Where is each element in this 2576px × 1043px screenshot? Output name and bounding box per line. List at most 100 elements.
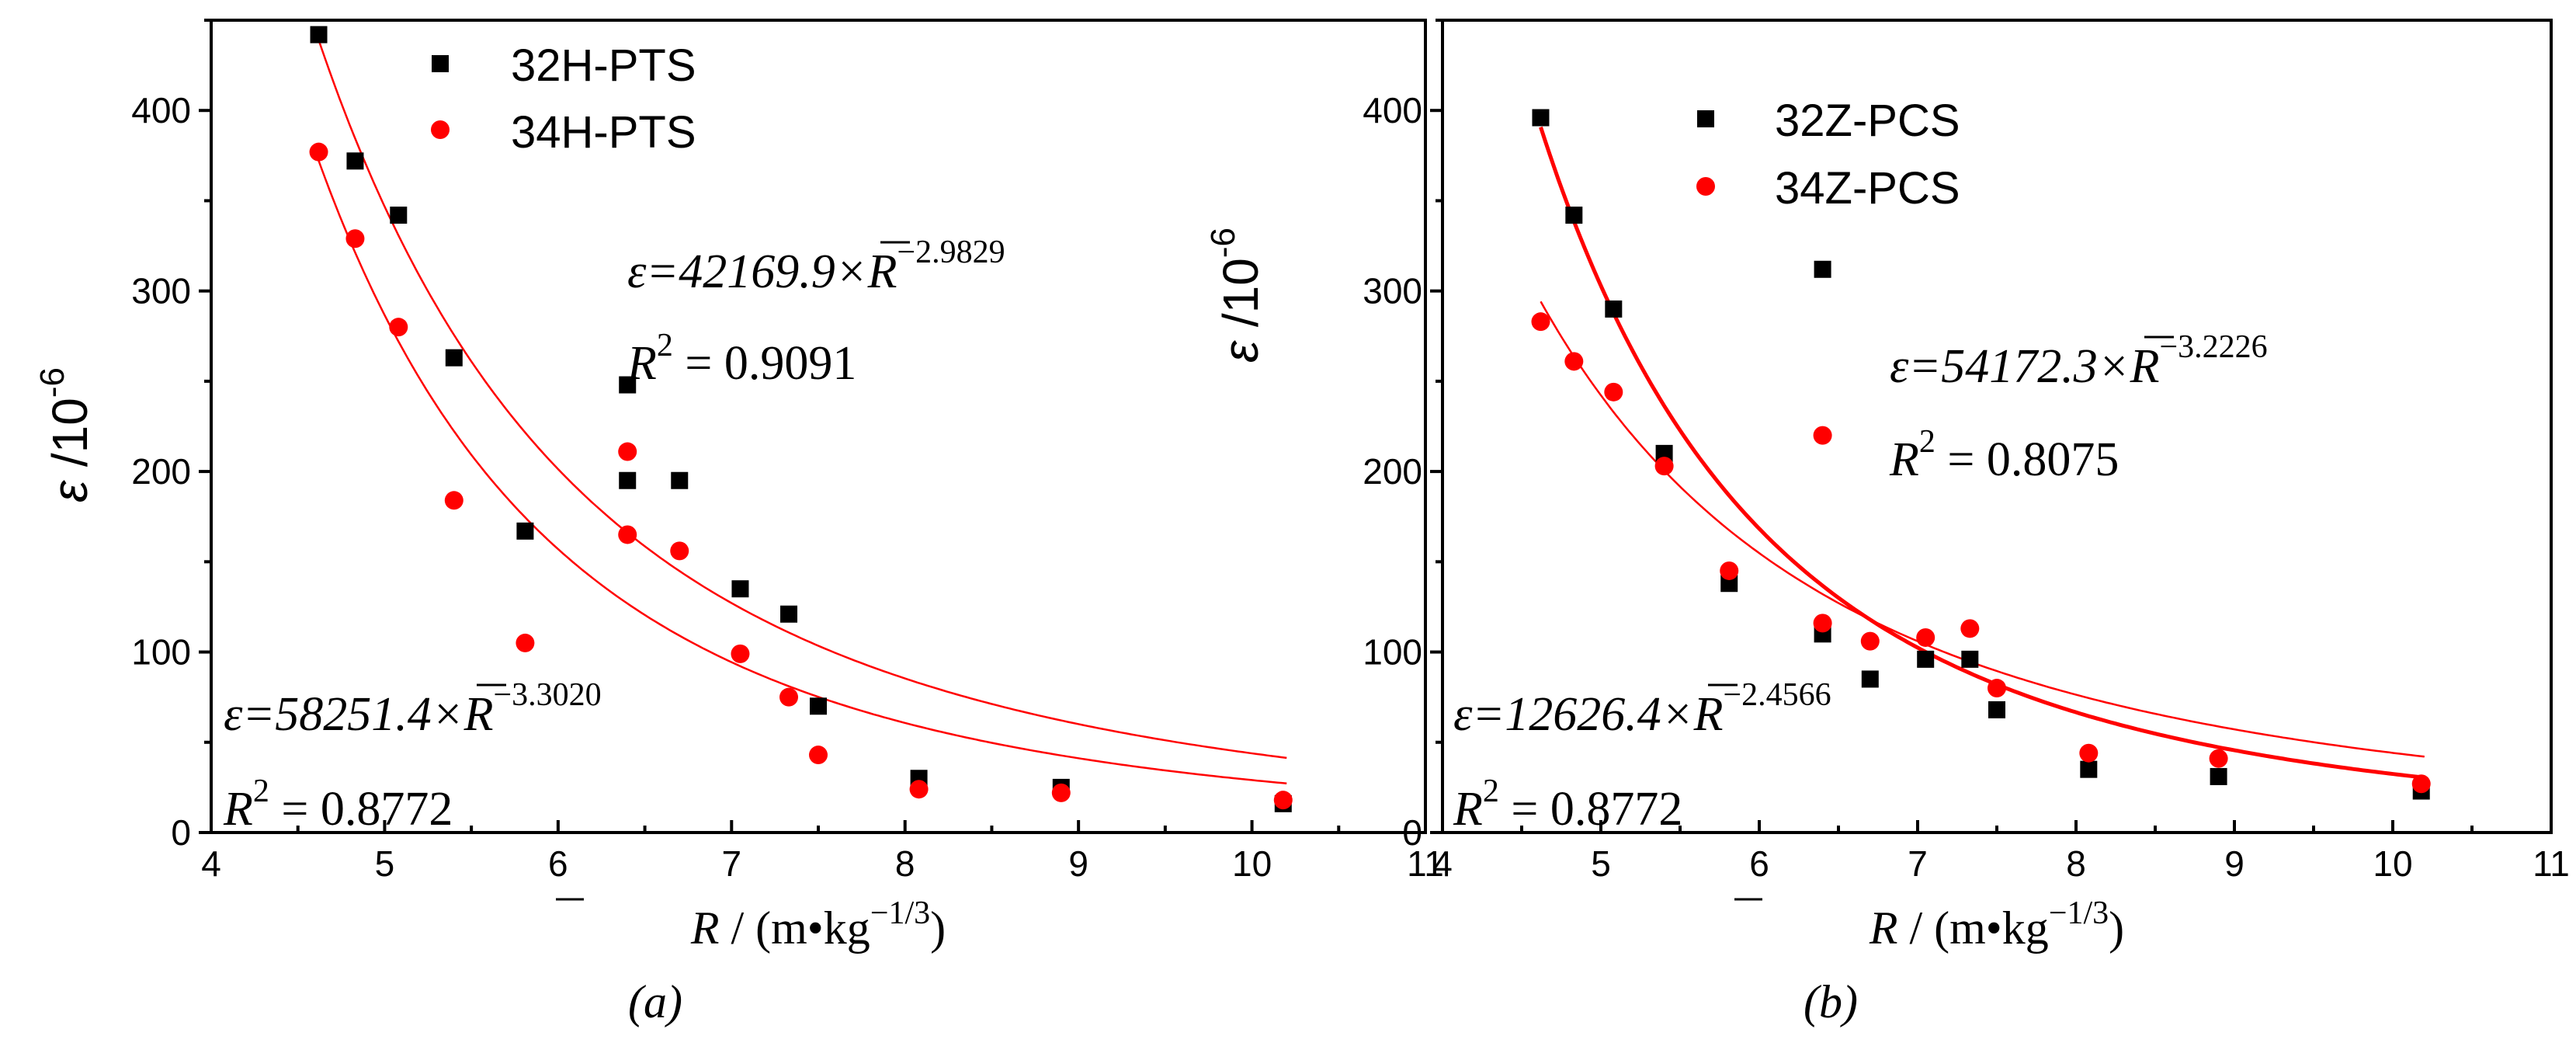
svg-text:ε=54172.3×R−3.2226: ε=54172.3×R−3.2226 <box>1890 329 2268 393</box>
x-label-close: ) <box>2109 902 2124 954</box>
point-34h-pts <box>389 318 408 337</box>
y-tick-label: 300 <box>131 271 191 311</box>
svg-text:ε=12626.4×R−2.4566: ε=12626.4×R−2.4566 <box>1453 677 1831 741</box>
point-32z-pcs <box>2210 767 2227 785</box>
point-34h-pts <box>779 687 799 707</box>
r1-value: = 0.9091 <box>673 337 856 390</box>
legend-marker-32h-pts <box>432 55 449 72</box>
data-points <box>1531 109 2431 800</box>
eq1-exponent: −2.9829 <box>897 235 1005 270</box>
point-32z-pcs <box>1917 650 1935 668</box>
point-32h-pts <box>390 207 408 224</box>
data-points <box>309 26 1293 812</box>
point-32z-pcs <box>1565 207 1583 224</box>
legend-label-32z-pcs: 32Z-PCS <box>1775 96 1960 146</box>
y-tick-label: 100 <box>131 632 191 673</box>
x-tick-label: 9 <box>1068 843 1088 884</box>
y-ticks: 0 100 200 300 400 <box>131 19 211 853</box>
x-tick-label: 4 <box>1432 843 1453 884</box>
annotation-eq1: ε=42169.9×R−2.9829 <box>627 235 1005 298</box>
y-axis-label: ε /10-6 <box>33 367 98 502</box>
r2-square: 2 <box>253 774 269 809</box>
point-34h-pts <box>909 780 929 799</box>
r2-square: 2 <box>1483 774 1499 809</box>
svg-text:ε=42169.9×R−2.9829: ε=42169.9×R−2.9829 <box>627 235 1005 298</box>
legend-marker-32z-pcs <box>1697 110 1714 127</box>
eq1-lead: ε=42169.9× <box>627 245 868 298</box>
point-32z-pcs <box>1961 650 1979 668</box>
point-32z-pcs <box>1988 701 2005 718</box>
eq1-lead: ε=54172.3× <box>1890 340 2130 393</box>
x-label-close: ) <box>930 902 946 954</box>
r2-value: = 0.8772 <box>1499 783 1682 836</box>
x-tick-label: 10 <box>1232 843 1272 884</box>
fit-curve-2 <box>1540 301 2425 758</box>
chart-panel-a: 4 5 6 7 8 9 10 11 0 100 200 300 400 32H-PTS 34H-PTS… <box>33 19 1444 1027</box>
x-tick-label: 6 <box>1749 843 1769 884</box>
point-34h-pts <box>345 229 365 249</box>
y-tick-label: 0 <box>171 812 191 853</box>
point-32h-pts <box>731 580 749 598</box>
annotation-eq2: ε=12626.4×R−2.4566 <box>1453 677 1831 741</box>
y-axis-label: ε /10-6 <box>1204 228 1269 363</box>
x-tick-label: 6 <box>548 843 568 884</box>
point-34z-pcs <box>1960 619 1980 638</box>
x-label-exponent: −1/3 <box>870 895 930 931</box>
point-34z-pcs <box>1813 614 1832 633</box>
y-label-unit: /10 <box>1213 258 1269 341</box>
annotation-eq2: ε=58251.4×R−3.3020 <box>224 677 602 741</box>
legend-label-34h-pts: 34H-PTS <box>511 107 696 158</box>
point-34z-pcs <box>1604 382 1623 402</box>
eq2-var: R <box>463 688 494 741</box>
y-tick-label: 100 <box>1363 632 1422 673</box>
y-tick-label: 400 <box>1363 90 1422 130</box>
legend-marker-34h-pts <box>431 120 450 139</box>
x-tick-label: 7 <box>1908 843 1928 884</box>
eq1-exponent: −3.2226 <box>2159 329 2267 365</box>
x-ticks: 4 5 6 7 8 9 10 11 <box>1432 820 2570 884</box>
point-34h-pts <box>670 541 689 561</box>
legend: 32H-PTS 34H-PTS <box>431 40 696 158</box>
annotation-r1: R2 = 0.8075 <box>1889 424 2119 486</box>
x-tick-label: 7 <box>721 843 741 884</box>
legend: 32Z-PCS 34Z-PCS <box>1696 96 1960 214</box>
point-32z-pcs <box>1814 260 1831 278</box>
point-32h-pts <box>780 605 798 623</box>
caption-b: (b) <box>1804 976 1858 1027</box>
point-34z-pcs <box>1720 561 1739 580</box>
r1-lead: R <box>1889 433 1919 486</box>
eq2-lead: ε=12626.4× <box>1453 688 1694 741</box>
x-tick-label: 4 <box>201 843 221 884</box>
point-32h-pts <box>516 522 534 540</box>
point-34z-pcs <box>2411 774 2431 794</box>
y-label-exponent: -6 <box>1204 228 1242 258</box>
point-34h-pts <box>444 491 463 510</box>
y-ticks: 0 100 200 300 400 <box>1363 19 1442 853</box>
point-32z-pcs <box>1605 300 1623 318</box>
eq1-var: R <box>2130 340 2160 393</box>
annotation-r1: R2 = 0.9091 <box>627 328 856 390</box>
annotation-r2: R2 = 0.8772 <box>223 774 453 836</box>
point-34h-pts <box>1273 791 1293 810</box>
x-tick-label: 5 <box>1591 843 1611 884</box>
eq2-exponent: −3.3020 <box>493 677 601 713</box>
y-tick-label: 400 <box>131 90 191 130</box>
x-tick-label: 5 <box>375 843 395 884</box>
eq2-var: R <box>1693 688 1724 741</box>
annotation-r2: R2 = 0.8772 <box>1453 774 1682 836</box>
legend-marker-34z-pcs <box>1696 177 1715 196</box>
point-32h-pts <box>619 471 637 489</box>
point-34z-pcs <box>1860 631 1880 651</box>
x-axis-label: R / (m•kg−1/3) <box>556 895 946 954</box>
point-34h-pts <box>618 525 637 544</box>
legend-label-34z-pcs: 34Z-PCS <box>1775 163 1960 214</box>
point-32z-pcs <box>1720 575 1738 593</box>
svg-text:ε=58251.4×R−3.3020: ε=58251.4×R−3.3020 <box>224 677 602 741</box>
point-34h-pts <box>309 142 328 162</box>
chart-panel-b: 4 5 6 7 8 9 10 11 0 100 200 300 400 32Z-PCS 34Z-PCS… <box>1204 19 2570 1027</box>
point-32h-pts <box>310 26 328 43</box>
point-34h-pts <box>809 746 828 765</box>
point-34z-pcs <box>1916 628 1935 647</box>
y-label-symbol: ε <box>42 480 98 502</box>
point-34z-pcs <box>1813 426 1832 445</box>
